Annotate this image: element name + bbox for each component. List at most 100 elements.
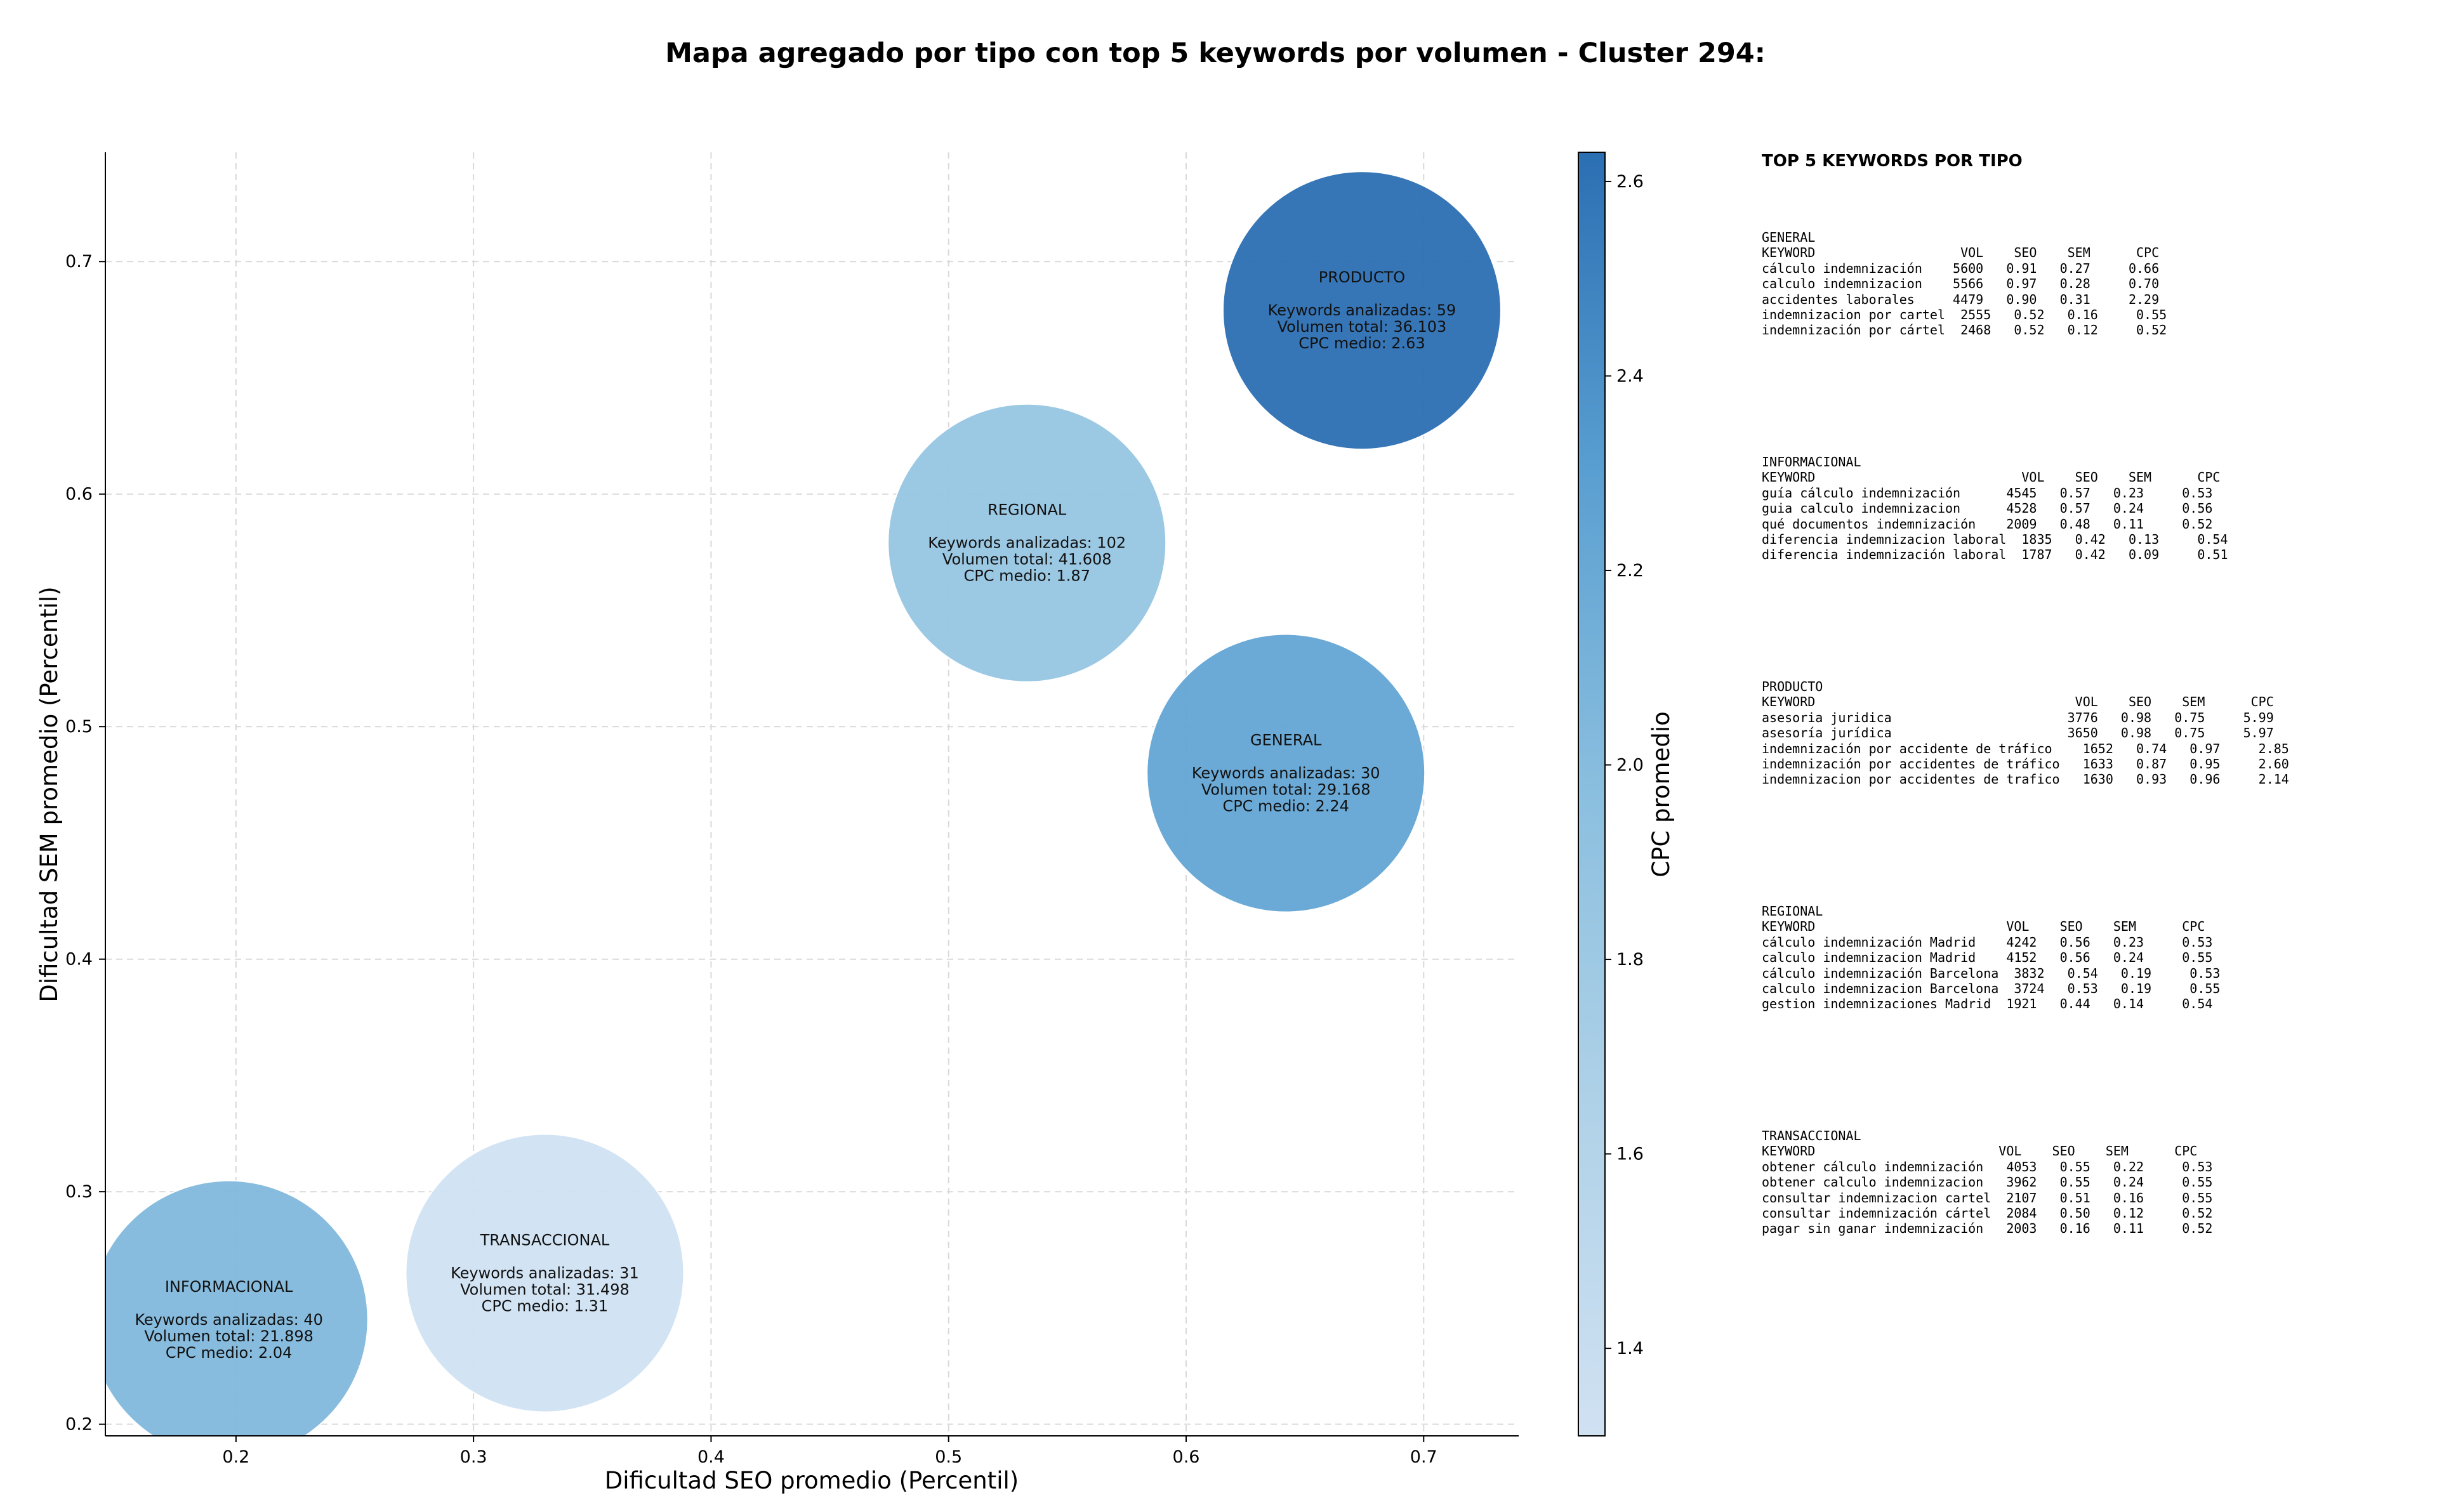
kw-line: guía cálculo indemnización 4545 0.57 0.2… xyxy=(1762,485,2213,501)
colorbar-gradient xyxy=(1578,152,1606,1436)
y-tick-label: 0.4 xyxy=(65,950,93,970)
bubble-circle xyxy=(887,403,1167,683)
kw-line: gestion indemnizaciones Madrid 1921 0.44… xyxy=(1762,996,2213,1012)
bubble-keywords-label: Keywords analizadas: 102 xyxy=(928,534,1126,552)
colorbar-label: CPC promedio xyxy=(1648,711,1675,877)
kw-line: calculo indemnizacion 5566 0.97 0.28 0.7… xyxy=(1762,276,2160,292)
y-tick-label: 0.5 xyxy=(65,717,93,737)
y-tick-label: 0.6 xyxy=(65,485,93,504)
x-tick-label: 0.4 xyxy=(697,1447,725,1467)
colorbar-tick-label: 2.6 xyxy=(1616,172,1644,192)
kw-line: calculo indemnizacion Madrid 4152 0.56 0… xyxy=(1762,950,2213,966)
colorbar: 1.4 1.6 1.8 2.0 2.2 2.4 2.6 xyxy=(1578,152,1644,1436)
top-keywords-panel: TOP 5 KEYWORDS POR TIPO GENERAL KEYWORD … xyxy=(1762,151,2422,1236)
x-tick-label: 0.3 xyxy=(460,1447,487,1467)
kw-line: calculo indemnizacion Barcelona 3724 0.5… xyxy=(1762,981,2221,997)
bubble-type-label: TRANSACCIONAL xyxy=(480,1231,610,1249)
keywords-block-regional: REGIONAL KEYWORD VOL SEO SEM CPC cálculo… xyxy=(1762,904,2220,1012)
kw-line: TRANSACCIONAL xyxy=(1762,1128,1861,1143)
kw-line: indemnización por accidente de tráfico 1… xyxy=(1762,740,2289,756)
kw-line: KEYWORD VOL SEO SEM CPC xyxy=(1762,694,2274,710)
bubble-keywords-label: Keywords analizadas: 59 xyxy=(1268,301,1456,319)
kw-line: obtener calculo indemnizacion 3962 0.55 … xyxy=(1762,1174,2213,1190)
kw-line: guia calculo indemnizacion 4528 0.57 0.2… xyxy=(1762,501,2213,516)
keywords-block-producto: PRODUCTO KEYWORD VOL SEO SEM CPC asesori… xyxy=(1762,679,2289,787)
y-tick-label: 0.2 xyxy=(65,1415,93,1435)
kw-line: diferencia indemnización laboral 1787 0.… xyxy=(1762,547,2228,563)
bubble-type-label: PRODUCTO xyxy=(1319,268,1405,286)
kw-line: GENERAL xyxy=(1762,230,1816,245)
colorbar-tick-label: 1.6 xyxy=(1616,1145,1644,1164)
kw-line: KEYWORD VOL SEO SEM CPC xyxy=(1762,245,2160,261)
grid-lines xyxy=(105,152,1519,1436)
keywords-block-general: GENERAL KEYWORD VOL SEO SEM CPC cálculo … xyxy=(1762,230,2167,338)
bubble-circle xyxy=(405,1133,685,1413)
x-axis-label: Dificultad SEO promedio (Percentil) xyxy=(605,1467,1019,1494)
bubble-cpc-label: CPC medio: 1.87 xyxy=(963,567,1090,585)
bubble-circle xyxy=(1146,633,1426,913)
kw-line: KEYWORD VOL SEO SEM CPC xyxy=(1762,919,2205,935)
bubble-cpc-label: CPC medio: 2.04 xyxy=(166,1344,293,1362)
bubble-keywords-label: Keywords analizadas: 40 xyxy=(135,1311,323,1329)
bubble-transaccional: TRANSACCIONAL Keywords analizadas: 31Volu… xyxy=(405,1133,685,1413)
bubble-volume-label: Volumen total: 29.168 xyxy=(1201,781,1371,799)
kw-line: qué documentos indemnización 2009 0.48 0… xyxy=(1762,516,2213,532)
kw-line: consultar indemnización cártel 2084 0.50… xyxy=(1762,1206,2213,1221)
bubble-regional: REGIONAL Keywords analizadas: 102Volumen … xyxy=(887,403,1167,683)
colorbar-tick-label: 2.4 xyxy=(1616,366,1644,386)
kw-line: INFORMACIONAL xyxy=(1762,454,1861,470)
bubble-informacional: INFORMACIONAL Keywords analizadas: 40Volu… xyxy=(105,1180,369,1436)
kw-line: asesoría jurídica 3650 0.98 0.75 5.97 xyxy=(1762,725,2274,741)
colorbar-tick-label: 2.2 xyxy=(1616,561,1644,581)
x-tick-label: 0.7 xyxy=(1410,1447,1437,1467)
bubble-cpc-label: CPC medio: 1.31 xyxy=(482,1297,609,1315)
kw-line: consultar indemnizacion cartel 2107 0.51… xyxy=(1762,1190,2213,1206)
axes: 0.2 0.3 0.4 0.5 0.6 0.7 0.2 0.3 0.4 0.5 0.6 0.7 xyxy=(65,152,1519,1467)
bubble-type-label: REGIONAL xyxy=(987,501,1067,519)
kw-line: pagar sin ganar indemnización 2003 0.16 … xyxy=(1762,1221,2213,1237)
kw-line: PRODUCTO xyxy=(1762,679,1823,694)
bubble-type-label: INFORMACIONAL xyxy=(165,1278,293,1296)
kw-line: indemnizacion por accidentes de trafico … xyxy=(1762,772,2289,787)
bubble-volume-label: Volumen total: 21.898 xyxy=(144,1327,314,1345)
bubble-volume-label: Volumen total: 31.498 xyxy=(460,1280,630,1298)
kw-line: indemnizacion por cartel 2555 0.52 0.16 … xyxy=(1762,307,2167,323)
kw-line: KEYWORD VOL SEO SEM CPC xyxy=(1762,1143,2198,1159)
bubble-type-label: GENERAL xyxy=(1250,732,1322,749)
kw-line: cálculo indemnización Madrid 4242 0.56 0… xyxy=(1762,934,2213,950)
y-axis-label: Dificultad SEM promedio (Percentil) xyxy=(36,586,63,1002)
bubble-cpc-label: CPC medio: 2.24 xyxy=(1222,798,1349,815)
kw-line: cálculo indemnización 5600 0.91 0.27 0.6… xyxy=(1762,260,2160,276)
chart-title: Mapa agregado por tipo con top 5 keyword… xyxy=(665,37,1766,69)
bubble-keywords-label: Keywords analizadas: 30 xyxy=(1192,765,1380,782)
kw-line: obtener cálculo indemnización 4053 0.55 … xyxy=(1762,1159,2213,1174)
x-tick-label: 0.5 xyxy=(935,1447,962,1467)
y-tick-label: 0.3 xyxy=(65,1182,93,1202)
x-tick-label: 0.6 xyxy=(1173,1447,1200,1467)
colorbar-tick-label: 1.4 xyxy=(1616,1339,1644,1358)
kw-line: accidentes laborales 4479 0.90 0.31 2.29 xyxy=(1762,291,2160,307)
bubble-circle xyxy=(1222,171,1502,450)
bubble-keywords-label: Keywords analizadas: 31 xyxy=(451,1264,639,1282)
y-tick-label: 0.7 xyxy=(65,252,93,272)
bubble-circle xyxy=(105,1180,369,1436)
keywords-block-informacional: INFORMACIONAL KEYWORD VOL SEO SEM CPC gu… xyxy=(1762,454,2228,563)
colorbar-tick-label: 1.8 xyxy=(1616,950,1644,970)
kw-line: indemnización por accidentes de tráfico … xyxy=(1762,756,2289,772)
bubble-volume-label: Volumen total: 41.608 xyxy=(942,551,1112,569)
kw-line: cálculo indemnización Barcelona 3832 0.5… xyxy=(1762,965,2221,981)
kw-line: indemnización por cártel 2468 0.52 0.12 … xyxy=(1762,322,2167,338)
kw-line: diferencia indemnizacion laboral 1835 0.… xyxy=(1762,532,2228,548)
kw-line: asesoria juridica 3776 0.98 0.75 5.99 xyxy=(1762,709,2274,725)
x-tick-label: 0.2 xyxy=(222,1447,249,1467)
bubble-volume-label: Volumen total: 36.103 xyxy=(1278,318,1447,336)
panel-title: TOP 5 KEYWORDS POR TIPO xyxy=(1762,152,2023,171)
keywords-block-transaccional: TRANSACCIONAL KEYWORD VOL SEO SEM CPC ob… xyxy=(1762,1128,2212,1237)
colorbar-tick-label: 2.0 xyxy=(1616,756,1644,775)
kw-line: KEYWORD VOL SEO SEM CPC xyxy=(1762,470,2221,485)
bubble-cpc-label: CPC medio: 2.63 xyxy=(1298,334,1425,352)
